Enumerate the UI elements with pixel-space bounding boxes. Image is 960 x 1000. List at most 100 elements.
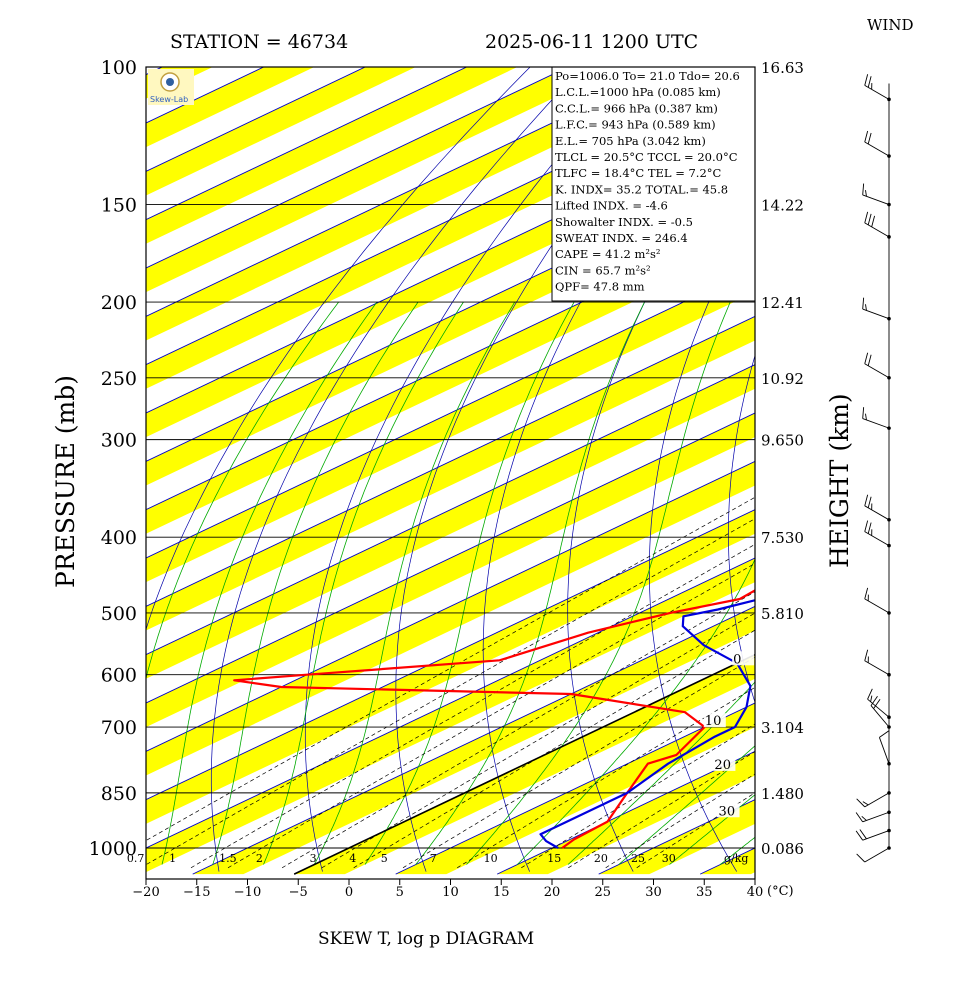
wind-barb-flag <box>859 829 867 840</box>
mixing-ratio-label: 1.5 <box>219 852 237 865</box>
station-logo: Skew-Lab <box>148 69 194 105</box>
wind-barb-staff <box>864 222 890 238</box>
mixing-ratio-line <box>227 563 755 869</box>
mixing-ratio-label: 5 <box>381 852 388 865</box>
mixing-ratio-label: 20 <box>594 852 608 865</box>
isotherm-label: 10 <box>705 714 722 729</box>
isotherm-label-bg <box>862 348 884 362</box>
pressure-axis: 100 150 200 250 300 400 500 600 700 850 1000 <box>89 57 137 860</box>
wind-barb-staff <box>870 705 890 728</box>
wind-barb-flag <box>864 211 869 223</box>
wind-barb-flag <box>864 587 869 600</box>
isotherm-label-bg <box>792 478 814 492</box>
wind-barb-flag <box>867 688 873 700</box>
wind-barb-flag <box>864 494 869 506</box>
wind-barb-dot <box>887 715 891 719</box>
wind-barb-staff <box>862 830 890 841</box>
index-line: QPF= 47.8 mm <box>555 280 645 294</box>
wind-barb-dot <box>887 426 891 430</box>
wind-barb-flag <box>867 354 872 366</box>
height-tick-label: 0.086 <box>761 840 804 858</box>
isotherm-line <box>146 509 755 801</box>
wind-barb-flag <box>864 352 869 364</box>
datetime-title: 2025-06-11 1200 UTC <box>485 31 698 53</box>
isotherm-band <box>146 461 755 776</box>
wind-barb-staff <box>864 598 890 614</box>
isotherm-line <box>192 605 755 875</box>
wind-barb-dot <box>887 846 891 850</box>
isotherm-line <box>146 219 755 511</box>
wind-barb-staff <box>867 698 890 718</box>
pressure-tick-label: 150 <box>101 195 137 217</box>
wind-barb-dot <box>887 810 891 815</box>
isotherm-label: -30 <box>793 479 814 494</box>
pressure-tick-label: 500 <box>101 603 137 625</box>
wind-barb-dot <box>887 202 891 207</box>
wind-barb-dot <box>887 791 891 795</box>
x-tick-label: −5 <box>289 885 308 900</box>
x-tick-label: 25 <box>594 885 611 900</box>
wind-barb-flag <box>865 304 867 311</box>
wind-barb-flag <box>873 699 881 709</box>
height-tick-label: 7.530 <box>761 529 804 547</box>
mixing-ratio-label: 25 <box>631 852 645 865</box>
wind-title: WIND <box>867 16 914 34</box>
pressure-tick-label: 400 <box>101 527 137 549</box>
moist-adiabat <box>364 301 575 865</box>
wind-barb-flag <box>855 830 864 841</box>
wind-barb-dot <box>887 611 891 615</box>
x-tick-label: 15 <box>493 885 510 900</box>
index-line: CIN = 65.7 m²s² <box>555 263 651 277</box>
x-tick-label: 30 <box>645 885 662 900</box>
wind-barb-staff <box>864 792 890 808</box>
moist-adiabat <box>212 301 419 865</box>
wind-barb-flag <box>856 853 866 863</box>
pressure-tick-label: 100 <box>101 57 137 79</box>
wind-barb-flag <box>862 183 865 195</box>
isotherm-line <box>146 364 755 656</box>
indices-panel <box>551 66 756 302</box>
mixing-ratio-line <box>636 792 755 869</box>
x-tick-label: 40 <box>747 885 764 900</box>
dry-adiabat <box>648 206 755 872</box>
yellow-isotherm-bands <box>146 39 960 875</box>
isotherm-line <box>146 315 755 607</box>
dry-adiabat <box>395 67 689 872</box>
wind-barb-flag <box>864 130 869 143</box>
sounding-profiles <box>233 589 755 849</box>
moist-adiabat <box>719 836 755 865</box>
dry-adiabat <box>146 67 531 631</box>
index-line: Po=1006.0 To= 21.0 Tdo= 20.6 <box>555 69 740 83</box>
zero-isotherm <box>293 653 755 875</box>
wind-barb-flag <box>861 815 867 821</box>
x-tick-label: −15 <box>183 885 210 900</box>
isotherm-band <box>146 67 619 293</box>
mixing-ratio-label: 4 <box>349 852 356 865</box>
wind-barb-dot <box>887 375 891 380</box>
isotherm-band <box>903 39 960 874</box>
index-line: Showalter INDX. = -0.5 <box>555 215 693 229</box>
isotherm-band <box>146 557 755 873</box>
pressure-tick-label: 200 <box>101 292 137 314</box>
wind-barb-flag <box>879 730 889 738</box>
x-tick-label: −20 <box>132 885 159 900</box>
isotherm-line <box>395 702 755 875</box>
isotherm-label: -50 <box>863 349 884 364</box>
isotherm-label-bg <box>858 301 880 315</box>
isotherm-band <box>146 67 213 99</box>
wind-barb-flag <box>864 520 869 532</box>
isotherm-line <box>146 460 755 752</box>
isotherm-label-bg <box>926 172 948 186</box>
x-axis-unit: (°C) <box>767 884 794 899</box>
mixing-ratio-label: 3 <box>310 852 317 865</box>
wind-barb-flag <box>871 215 876 227</box>
height-tick-label: 9.650 <box>761 432 804 450</box>
height-tick-label: 1.480 <box>761 785 804 803</box>
moist-adiabat <box>618 745 755 865</box>
isotherm-line <box>146 412 755 704</box>
mixing-ratio-label: 2 <box>256 852 263 865</box>
wind-barb-flag <box>867 496 872 508</box>
mixing-ratio-unit: g/kg <box>724 852 748 865</box>
dewpoint-profile <box>539 599 755 849</box>
